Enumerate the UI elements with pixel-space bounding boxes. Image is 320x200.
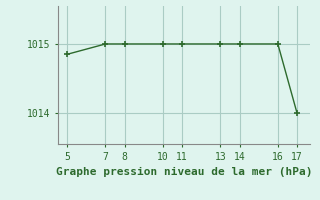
X-axis label: Graphe pression niveau de la mer (hPa): Graphe pression niveau de la mer (hPa) <box>56 167 312 177</box>
